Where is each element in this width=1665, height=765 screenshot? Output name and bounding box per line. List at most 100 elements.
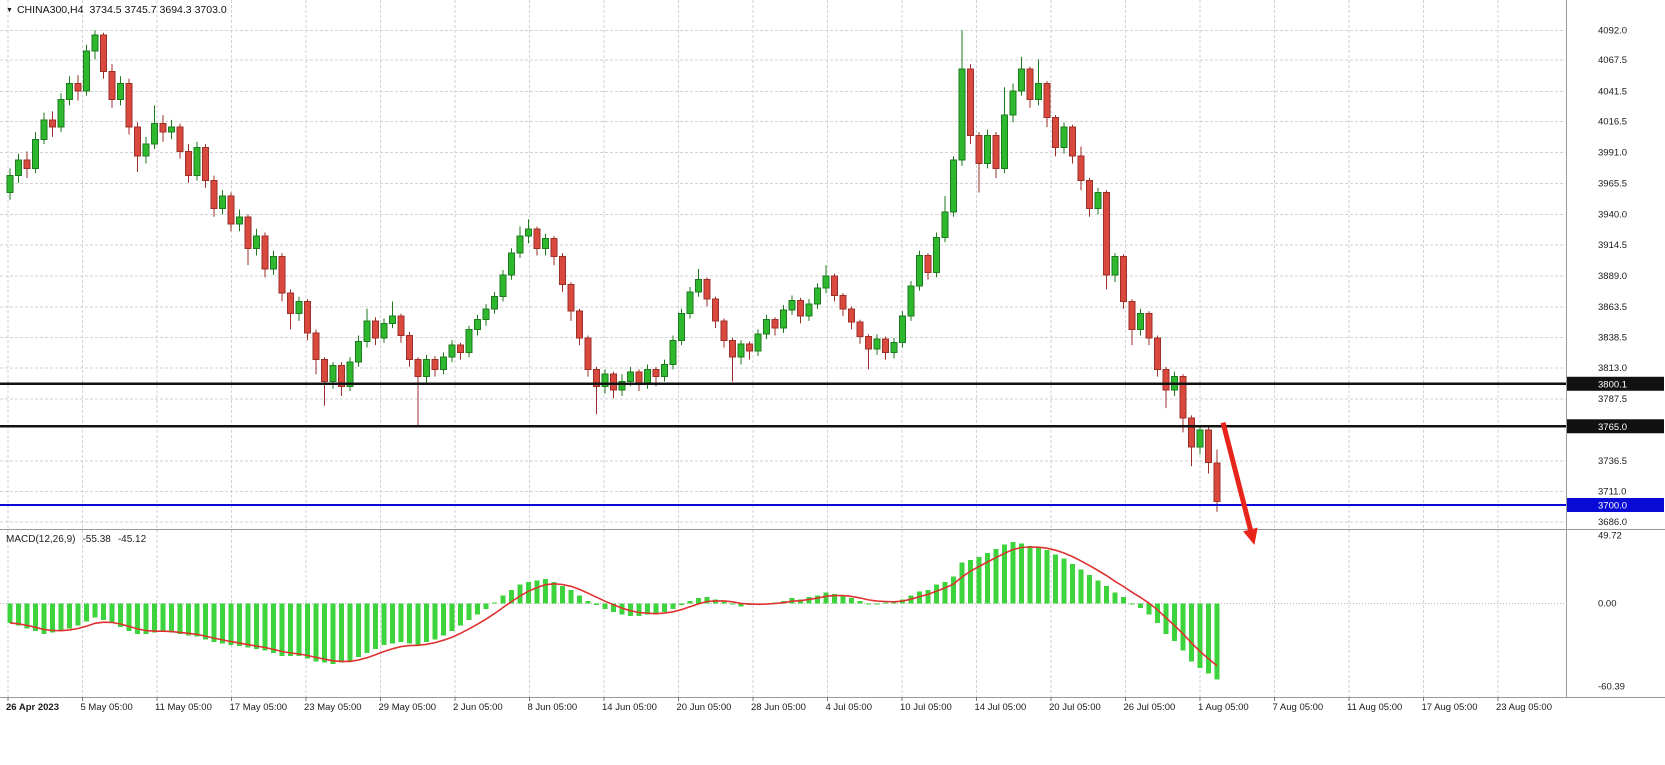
macd-histogram-bar	[271, 603, 276, 654]
candlestick	[601, 373, 609, 387]
candlestick	[448, 344, 456, 358]
macd-histogram-bar	[968, 559, 973, 604]
candlestick	[329, 365, 337, 382]
macd-histogram-bar	[730, 603, 735, 605]
candlestick	[1196, 429, 1204, 448]
candlestick	[712, 298, 719, 322]
macd-histogram-bar	[203, 603, 208, 640]
macd-histogram-bar	[1044, 550, 1050, 604]
macd-histogram-bar	[568, 589, 574, 604]
macd-histogram-bar	[866, 603, 871, 605]
macd-histogram-bar	[1002, 544, 1007, 604]
macd-histogram-bar	[883, 602, 888, 604]
macd-histogram-bar	[517, 584, 523, 604]
candlestick	[873, 338, 881, 350]
candlestick	[346, 361, 354, 387]
macd-histogram-bar	[942, 581, 948, 604]
macd-histogram-bar	[662, 603, 667, 612]
macd-histogram-bar	[1104, 585, 1109, 604]
macd-histogram-bar	[381, 603, 387, 645]
candlestick	[652, 368, 660, 378]
candlestick	[805, 303, 813, 317]
macd-histogram-bar	[390, 603, 395, 644]
macd-histogram-bar	[526, 581, 531, 604]
candlestick	[474, 319, 481, 330]
macd-histogram-bar	[339, 603, 344, 663]
candlestick	[1162, 368, 1170, 391]
candlestick	[278, 256, 286, 294]
candlestick	[797, 299, 804, 317]
macd-histogram-bar	[135, 603, 140, 634]
candlestick	[159, 123, 167, 133]
time-axis-label: 14 Jul 05:00	[975, 702, 1027, 713]
candlestick	[380, 322, 388, 339]
macd-axis-label: 49.72	[1598, 530, 1622, 541]
candlestick	[108, 70, 116, 100]
candlestick	[1086, 179, 1093, 209]
candlestick	[491, 296, 498, 310]
macd-histogram-bar	[356, 603, 361, 658]
macd-histogram-bar	[619, 603, 625, 615]
price-axis-label: 3889.0	[1598, 271, 1627, 282]
macd-histogram-bar	[84, 603, 89, 622]
candlestick	[176, 126, 184, 152]
symbol-name: CHINA300,H4	[16, 4, 84, 16]
macd-histogram-bar	[458, 603, 463, 626]
macd-histogram-bar	[577, 595, 582, 604]
candlestick	[227, 195, 235, 225]
candlestick	[720, 320, 728, 341]
macd-histogram-bar	[959, 562, 965, 604]
macd-histogram-bar	[857, 600, 863, 604]
macd-histogram-bar	[67, 603, 72, 629]
candlestick	[669, 339, 677, 366]
price-tag-label: 3765.0	[1598, 422, 1627, 433]
macd-histogram-bar	[288, 603, 293, 656]
macd-histogram-bar	[279, 603, 285, 656]
macd-histogram-bar	[721, 600, 727, 604]
down-arrow-head[interactable]	[1243, 527, 1258, 545]
candlestick	[1094, 192, 1102, 209]
macd-histogram-bar	[1095, 580, 1101, 604]
macd-histogram-bar	[985, 552, 990, 604]
candlestick	[1009, 90, 1017, 116]
candlestick	[253, 235, 260, 249]
macd-histogram-bar	[424, 603, 429, 643]
macd-histogram-bar	[500, 595, 506, 604]
symbol-dropdown-icon[interactable]: ▼	[6, 7, 13, 14]
candlestick	[1001, 114, 1008, 169]
candlestick	[321, 359, 328, 382]
candlestick	[202, 147, 209, 181]
candlestick	[1188, 417, 1195, 448]
macd-histogram-bar	[560, 585, 565, 604]
candlestick	[865, 336, 872, 350]
candlestick	[355, 341, 362, 363]
candlestick	[814, 287, 821, 305]
candlestick	[542, 238, 549, 249]
macd-main-value: -55.38	[82, 534, 111, 545]
candlestick	[533, 228, 541, 249]
candlestick	[780, 309, 787, 329]
macd-histogram-bar	[1087, 574, 1092, 604]
macd-histogram-bar	[806, 596, 812, 604]
price-axis-label: 4041.5	[1598, 86, 1627, 97]
candlestick	[66, 83, 73, 100]
candlestick	[916, 255, 923, 287]
macd-histogram-bar	[1121, 596, 1126, 604]
candlestick	[482, 308, 490, 321]
macd-histogram-bar	[1010, 541, 1016, 604]
symbol-label-bar: ▼ CHINA300,H4 3734.5 3745.7 3694.3 3703.0	[6, 4, 227, 16]
macd-histogram-bar	[322, 603, 327, 663]
down-arrow-shaft[interactable]	[1220, 422, 1254, 534]
time-axis-label: 11 Aug 05:00	[1347, 702, 1402, 713]
candlestick	[508, 252, 515, 276]
price-axis-label: 3787.5	[1598, 394, 1627, 405]
macd-histogram-bar	[1070, 563, 1075, 604]
candlestick	[83, 50, 90, 92]
candlestick	[1035, 83, 1042, 100]
macd-histogram-bar	[1155, 603, 1160, 623]
macd-histogram-bar	[934, 584, 939, 604]
macd-histogram-bar	[101, 603, 106, 621]
macd-histogram-bar	[1197, 603, 1203, 669]
